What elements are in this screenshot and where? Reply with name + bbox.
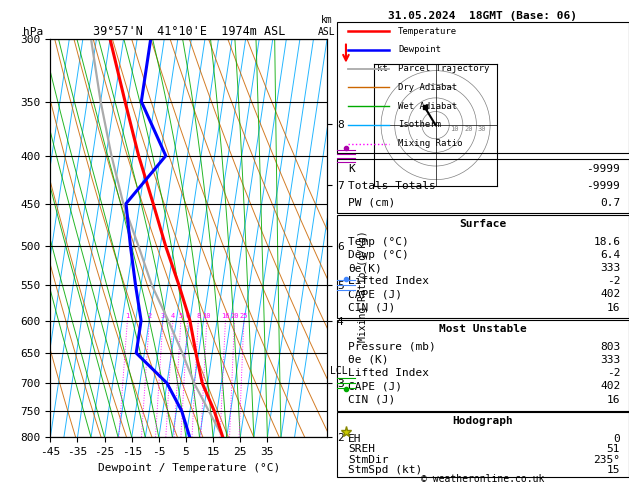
Text: 1: 1 [125,313,130,319]
Text: -2: -2 [607,276,620,286]
Text: 402: 402 [600,289,620,299]
Text: km
ASL: km ASL [318,15,336,37]
Text: 5: 5 [179,313,183,319]
Text: Surface: Surface [459,219,506,229]
Text: 15: 15 [607,465,620,475]
Text: EH: EH [348,434,362,444]
Text: Temp (°C): Temp (°C) [348,237,409,247]
Title: 39°57'N  41°10'E  1974m ASL: 39°57'N 41°10'E 1974m ASL [92,25,285,38]
Text: 20: 20 [230,313,239,319]
Text: Lifted Index: Lifted Index [348,368,429,378]
Text: Mixing Ratio (g/kg): Mixing Ratio (g/kg) [358,230,368,342]
Text: SREH: SREH [348,444,376,454]
Text: CIN (J): CIN (J) [348,395,396,405]
Text: 4: 4 [171,313,175,319]
Text: CAPE (J): CAPE (J) [348,289,402,299]
Text: Hodograph: Hodograph [452,416,513,426]
Text: 6.4: 6.4 [600,250,620,260]
Text: Isotherm: Isotherm [398,121,441,129]
Text: -9999: -9999 [586,164,620,174]
Text: Mixing Ratio: Mixing Ratio [398,139,462,148]
Text: 235°: 235° [593,454,620,465]
Text: Lifted Index: Lifted Index [348,276,429,286]
Text: 803: 803 [600,342,620,352]
Text: © weatheronline.co.uk: © weatheronline.co.uk [421,473,545,484]
Text: 6: 6 [186,313,190,319]
Text: Most Unstable: Most Unstable [439,324,526,334]
Bar [337,159,629,213]
Bar [337,215,629,318]
Text: Pressure (mb): Pressure (mb) [348,342,436,352]
Text: θe (K): θe (K) [348,355,389,365]
Text: 10: 10 [203,313,211,319]
Text: 0: 0 [613,434,620,444]
Bar [337,320,629,411]
Text: Dry Adiabat: Dry Adiabat [398,83,457,92]
Text: CIN (J): CIN (J) [348,302,396,312]
Text: -9999: -9999 [586,181,620,191]
Text: Wet Adiabat: Wet Adiabat [398,102,457,111]
Text: 20: 20 [464,125,473,132]
Text: 333: 333 [600,355,620,365]
Text: PW (cm): PW (cm) [348,198,396,208]
Text: 30: 30 [478,125,486,132]
Text: Temperature: Temperature [398,27,457,36]
Text: -2: -2 [607,368,620,378]
Text: Dewp (°C): Dewp (°C) [348,250,409,260]
Text: 8: 8 [196,313,201,319]
Bar [337,22,629,153]
Text: 16: 16 [607,302,620,312]
Text: 16: 16 [221,313,230,319]
Text: 0.7: 0.7 [600,198,620,208]
Text: CAPE (J): CAPE (J) [348,382,402,391]
Text: K: K [348,164,355,174]
Text: StmSpd (kt): StmSpd (kt) [348,465,423,475]
Text: 402: 402 [600,382,620,391]
Text: LCL: LCL [330,366,347,376]
Text: kt: kt [377,64,387,72]
Text: 333: 333 [600,263,620,273]
Text: 51: 51 [607,444,620,454]
Bar [337,412,629,477]
Text: Dewpoint: Dewpoint [398,46,441,54]
Text: 2: 2 [147,313,152,319]
Text: Parcel Trajectory: Parcel Trajectory [398,64,489,73]
Text: hPa: hPa [23,27,43,37]
Text: StmDir: StmDir [348,454,389,465]
X-axis label: Dewpoint / Temperature (°C): Dewpoint / Temperature (°C) [97,463,280,473]
Text: 16: 16 [607,395,620,405]
Text: 10: 10 [450,125,459,132]
Text: 31.05.2024  18GMT (Base: 06): 31.05.2024 18GMT (Base: 06) [388,11,577,21]
Text: 3: 3 [161,313,165,319]
Text: θe(K): θe(K) [348,263,382,273]
Text: Totals Totals: Totals Totals [348,181,436,191]
Text: 18.6: 18.6 [593,237,620,247]
Text: 25: 25 [240,313,248,319]
